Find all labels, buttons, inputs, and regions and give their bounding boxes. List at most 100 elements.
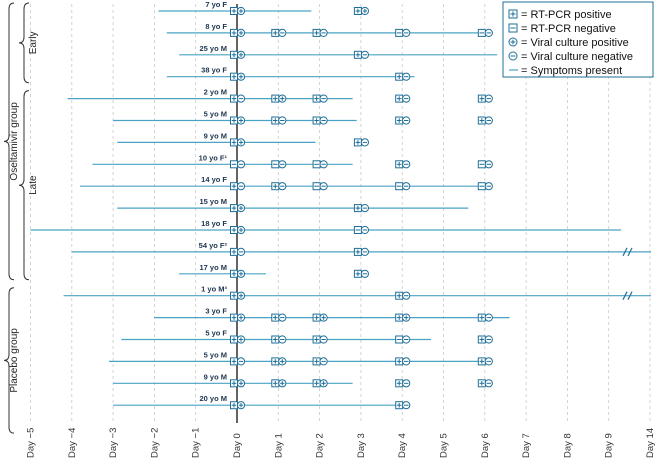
culture-marker	[484, 379, 493, 388]
patient-label: 2 yo M	[204, 88, 227, 97]
legend-label: = Viral culture positive	[521, 37, 629, 49]
culture-marker	[236, 313, 246, 322]
rt-pcr-marker	[477, 116, 486, 125]
culture-marker	[402, 116, 411, 125]
legend-label: = RT-PCR negative	[521, 23, 616, 35]
culture-marker	[319, 116, 328, 125]
culture-marker	[278, 160, 287, 169]
legend-entry: = Viral culture positive	[508, 37, 629, 49]
patient-label: 3 yo F	[205, 307, 227, 316]
brace-early	[18, 2, 30, 84]
rt-pcr-marker	[395, 335, 404, 344]
rt-pcr-marker	[477, 357, 486, 366]
rt-pcr-marker	[271, 94, 280, 103]
rt-pcr-marker	[230, 269, 238, 278]
axis-break-mark	[627, 247, 633, 257]
rt-pcr-marker	[230, 7, 238, 15]
x-tick-label: Day 9	[604, 433, 615, 458]
patient-label: 5 yo M	[204, 350, 227, 359]
rt-pcr-marker	[271, 28, 280, 37]
x-tick-label: Day 5	[439, 433, 450, 458]
rt-pcr-marker	[395, 182, 404, 191]
culture-marker	[360, 50, 369, 59]
legend-label: = RT-PCR positive	[521, 9, 612, 21]
group-braces: Early Late Oseltamivir group Placebo group	[3, 2, 39, 434]
rt-pcr-marker	[477, 160, 486, 169]
rt-pcr-marker	[230, 291, 238, 300]
patient-label: 15 yo M	[199, 197, 227, 206]
rt-pcr-marker	[230, 204, 238, 213]
rt-pcr-marker	[353, 204, 362, 213]
culture-marker	[360, 204, 369, 213]
culture-marker	[236, 225, 246, 235]
patient-label: 8 yo F	[205, 22, 227, 31]
x-tick-label: Day 4	[397, 433, 408, 458]
culture-marker	[236, 401, 246, 410]
rt-pcr-marker	[271, 335, 280, 344]
rt-pcr-marker	[353, 7, 362, 15]
legend-label: = Viral culture negative	[521, 51, 633, 63]
legend: = RT-PCR positive = RT-PCR negative = Vira…	[502, 1, 654, 78]
rt-pcr-marker	[395, 116, 404, 125]
x-tick-label: Day 0	[232, 433, 243, 458]
rt-pcr-marker	[230, 116, 238, 125]
brace-oseltamivir	[3, 2, 15, 281]
rt-pcr-marker	[230, 226, 238, 234]
culture-marker	[278, 116, 287, 125]
culture-marker	[236, 204, 246, 213]
legend-label: = Symptoms present	[521, 65, 622, 77]
x-tick-label: Day 3	[356, 433, 367, 458]
culture-marker	[360, 138, 369, 147]
culture-marker	[360, 247, 369, 256]
patient-label: 25 yo M	[199, 44, 227, 53]
culture-marker	[484, 335, 493, 344]
brace-placebo	[3, 287, 15, 434]
culture-marker	[319, 28, 328, 38]
culture-marker	[236, 72, 246, 81]
rt-pcr-marker	[230, 379, 238, 388]
rt-pcr-marker	[312, 182, 321, 191]
culture-marker	[360, 225, 369, 235]
rt-pcr-marker	[395, 28, 404, 37]
rt-pcr-marker	[477, 313, 486, 322]
legend-entry: = RT-PCR positive	[508, 9, 612, 21]
culture-marker	[236, 28, 246, 38]
culture-marker	[360, 6, 369, 16]
culture-marker	[319, 335, 328, 344]
x-tick-label: Day −1	[191, 428, 202, 458]
rt-pcr-marker	[353, 50, 362, 59]
culture-marker	[278, 335, 287, 344]
culture-marker	[236, 269, 246, 278]
x-tick-label: Day 6	[480, 433, 491, 458]
rt-pcr-marker	[395, 291, 404, 300]
rt-pcr-marker	[312, 160, 321, 169]
culture-marker	[402, 379, 411, 388]
brace-late	[18, 90, 30, 281]
rt-pcr-marker	[395, 313, 404, 322]
rt-pcr-marker	[395, 160, 404, 169]
x-tick-label: Day −5	[26, 428, 37, 458]
rt-pcr-marker	[271, 379, 280, 388]
patient-label: 14 yo F	[201, 175, 227, 184]
rt-pcr-marker	[230, 160, 238, 169]
x-tick-label: Day 2	[315, 433, 326, 458]
culture-marker	[278, 313, 287, 322]
patient-labels: 7 yo F 8 yo F 25 yo M 38 yo F 2 yo M 5 yo M 9 …	[199, 0, 228, 403]
test-markers	[230, 6, 493, 410]
rt-pcr-marker	[477, 379, 486, 388]
culture-marker	[236, 160, 246, 169]
x-tick-label: Day 7	[521, 433, 532, 458]
rt-pcr-marker	[230, 50, 238, 59]
rt-pcr-marker	[230, 182, 238, 191]
subgroup-label-early: Early	[28, 31, 39, 54]
culture-marker	[319, 379, 328, 388]
rt-pcr-marker	[230, 138, 238, 147]
x-tick-label: Day 1	[273, 433, 284, 458]
culture-marker	[402, 313, 411, 322]
culture-marker	[402, 160, 411, 169]
rt-pcr-marker	[395, 379, 404, 388]
patient-label: 5 yo F	[205, 329, 227, 338]
legend-box	[502, 1, 654, 78]
culture-marker	[402, 335, 411, 344]
axis-break-mark	[627, 291, 633, 300]
